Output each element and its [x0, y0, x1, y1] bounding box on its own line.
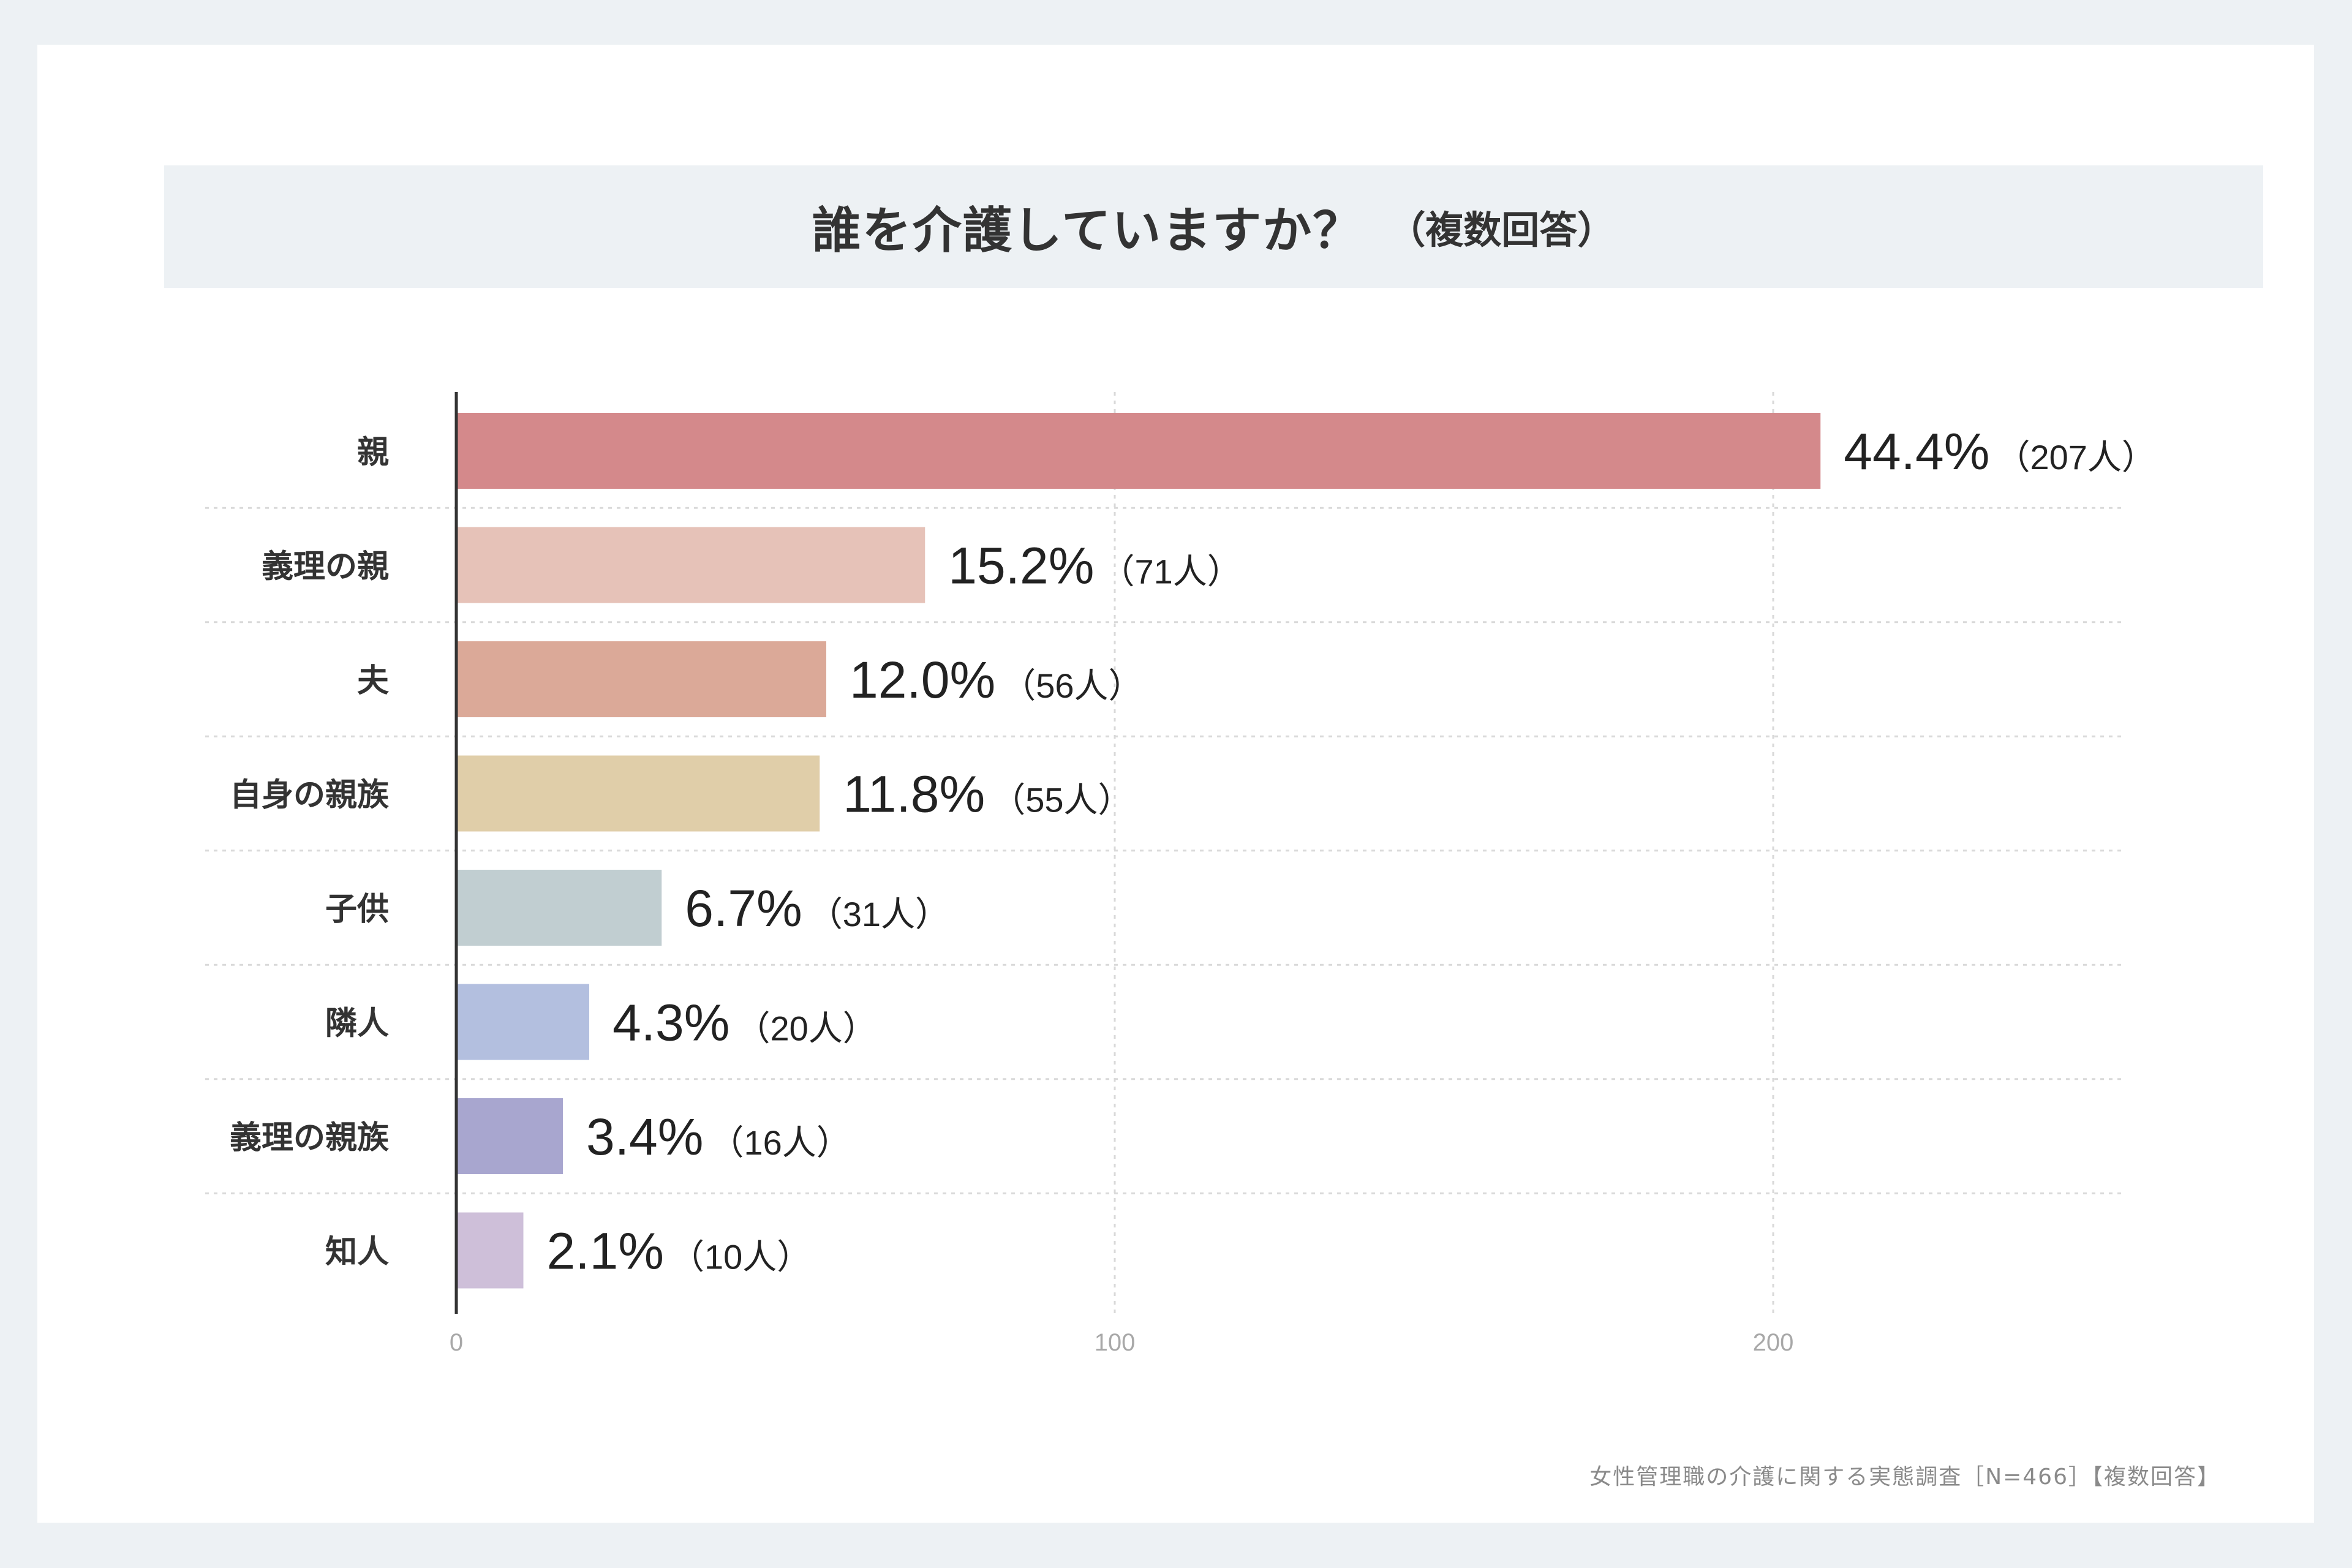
count-label: （71人）: [1100, 552, 1241, 591]
x-tick-label: 200: [1753, 1329, 1794, 1356]
count-label: （55人）: [991, 781, 1132, 820]
category-label: 夫: [357, 663, 390, 699]
source-note: 女性管理職の介護に関する実態調査［N=466］【複数回答】: [1589, 1464, 2220, 1490]
bar: [458, 1212, 524, 1289]
value-label: 4.3% （20人）: [612, 994, 877, 1052]
value-label: 3.4% （16人）: [586, 1108, 851, 1166]
category-label: 義理の親族: [230, 1120, 389, 1156]
category-label: 知人: [325, 1234, 389, 1271]
x-tick-label: 100: [1095, 1329, 1136, 1356]
percent-label: 15.2%: [948, 537, 1094, 595]
count-label: （16人）: [709, 1123, 850, 1162]
chart-subtitle: （複数回答）: [1387, 208, 1616, 252]
percent-label: 6.7%: [685, 880, 802, 937]
category-label: 親: [357, 434, 389, 471]
value-label: 2.1% （10人）: [547, 1223, 812, 1280]
bar: [458, 984, 589, 1060]
bar: [458, 1098, 563, 1174]
percent-label: 11.8%: [843, 766, 985, 823]
percent-label: 3.4%: [586, 1108, 703, 1166]
chart-card: 誰を介護していますか？ （複数回答）: [37, 45, 2314, 1523]
percent-label: 44.4%: [1844, 423, 1989, 480]
percent-label: 12.0%: [850, 651, 995, 709]
bar: [458, 641, 826, 717]
bar: [458, 870, 662, 946]
title-bar: 誰を介護していますか？ （複数回答）: [164, 165, 2263, 288]
category-label: 自身の親族: [230, 777, 389, 814]
count-label: （10人）: [670, 1238, 811, 1276]
percent-label: 4.3%: [612, 994, 729, 1052]
count-label: （207人）: [1996, 438, 2155, 477]
category-label: 子供: [325, 891, 389, 928]
count-label: （56人）: [1001, 666, 1142, 705]
value-label: 44.4% （207人）: [1844, 423, 2156, 480]
x-tick-label: 0: [450, 1329, 463, 1356]
count-label: （20人）: [736, 1009, 876, 1048]
value-label: 6.7% （31人）: [685, 880, 949, 937]
category-label: 義理の親: [262, 549, 389, 586]
bar: [458, 755, 820, 832]
category-label: 隣人: [325, 1006, 389, 1042]
bar: [458, 527, 925, 603]
chart-title: 誰を介護していますか？: [812, 202, 1363, 259]
value-label: 12.0% （56人）: [850, 651, 1142, 709]
value-label: 15.2% （71人）: [948, 537, 1241, 595]
value-label: 11.8% （55人）: [843, 766, 1132, 823]
percent-label: 2.1%: [547, 1223, 664, 1280]
bar: [458, 413, 1821, 489]
count-label: （31人）: [809, 895, 949, 933]
